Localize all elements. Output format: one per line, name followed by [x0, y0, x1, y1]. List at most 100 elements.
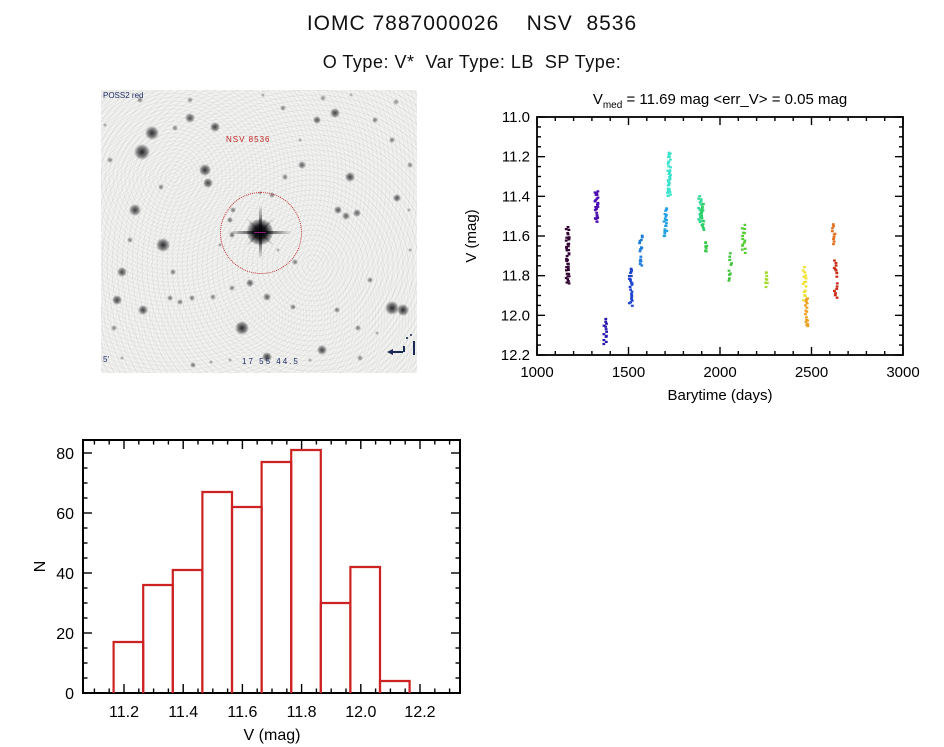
- data-point: [835, 272, 839, 275]
- x-tick-label: 11.6: [227, 704, 257, 721]
- data-point: [727, 279, 731, 282]
- data-point: [596, 190, 600, 193]
- data-point: [803, 295, 807, 298]
- star-blob: [308, 358, 312, 362]
- x-tick-label: 1000: [520, 364, 553, 381]
- data-point: [805, 318, 808, 321]
- data-point: [665, 213, 668, 217]
- data-point: [701, 205, 704, 208]
- data-point: [639, 260, 643, 263]
- star-blob: [170, 269, 176, 275]
- histogram-svg: 11.2 11.4 11.6 11.8 12.0 12.2 0 20 40 60 80 V (mag)…: [32, 439, 461, 744]
- x-tick-label: 1500: [612, 364, 645, 381]
- histogram-bar: [260, 460, 293, 693]
- axis-tick-labels: 11.2 11.4 11.6 11.8 12.0 12.2 0 20 40 60 80: [56, 446, 435, 721]
- compass-east-arrowhead: [387, 348, 393, 355]
- data-point: [595, 214, 599, 217]
- data-point: [602, 339, 606, 342]
- star-blob: [127, 237, 133, 243]
- data-point: [596, 203, 599, 206]
- data-point: [834, 264, 838, 267]
- data-point: [835, 287, 839, 290]
- data-point: [667, 153, 671, 156]
- data-point: [567, 237, 571, 240]
- data-point: [566, 233, 570, 236]
- observation-cluster: [830, 223, 837, 246]
- data-point: [630, 295, 634, 298]
- data-point: [567, 265, 570, 268]
- data-point: [668, 152, 672, 155]
- x-tick-label: 11.4: [168, 704, 198, 721]
- data-point: [594, 193, 598, 196]
- histogram-bar: [142, 583, 174, 693]
- star-blob: [187, 97, 193, 103]
- star-blob: [185, 113, 195, 123]
- star-blob: [290, 304, 296, 310]
- y-tick-label: 0: [65, 686, 74, 703]
- data-point: [805, 310, 809, 313]
- data-point: [639, 248, 642, 251]
- data-point: [663, 231, 667, 234]
- data-point: [630, 304, 634, 307]
- data-point: [667, 160, 670, 163]
- data-point: [595, 197, 599, 200]
- star-blob: [235, 321, 249, 335]
- data-point: [700, 208, 703, 212]
- x-axis-label: Barytime (days): [667, 387, 772, 404]
- x-tick-label: 2500: [795, 364, 828, 381]
- star-blob: [263, 293, 271, 301]
- data-point: [697, 218, 701, 221]
- data-point: [595, 211, 599, 214]
- data-point: [663, 217, 667, 220]
- data-point: [628, 275, 631, 278]
- star-blob: [367, 277, 373, 283]
- star-blob: [262, 352, 272, 362]
- data-point: [698, 195, 702, 198]
- data-point: [704, 247, 708, 250]
- data-point: [699, 203, 703, 206]
- star-blob: [228, 358, 232, 362]
- star-blob: [103, 123, 107, 127]
- data-point: [666, 191, 669, 194]
- data-point: [628, 277, 631, 280]
- y-tick-label: 12.2: [501, 347, 530, 364]
- data-point: [565, 247, 568, 250]
- observation-cluster: [699, 202, 706, 231]
- data-point: [804, 280, 808, 283]
- star-blob: [209, 360, 213, 364]
- data-point: [640, 234, 644, 237]
- data-point: [764, 281, 767, 284]
- y-tick-label: 80: [56, 446, 74, 463]
- data-point: [565, 259, 569, 263]
- star-blob: [298, 138, 302, 142]
- star-blob: [172, 125, 178, 131]
- data-point: [666, 189, 670, 192]
- data-point: [728, 273, 731, 276]
- star-blob: [199, 164, 211, 176]
- data-point: [832, 238, 835, 241]
- star-blob: [407, 208, 411, 212]
- observation-cluster: [564, 226, 571, 285]
- data-point: [835, 282, 839, 285]
- data-point: [565, 266, 568, 269]
- data-point: [728, 252, 732, 255]
- data-point: [764, 285, 768, 289]
- observation-cluster: [801, 266, 808, 302]
- data-point: [593, 191, 597, 194]
- star-blob: [330, 108, 340, 118]
- data-point: [805, 298, 808, 301]
- data-point: [662, 235, 666, 238]
- x-tick-label: 12.2: [404, 704, 435, 721]
- star-blob: [120, 356, 124, 360]
- star-blob: [298, 161, 306, 169]
- data-point: [665, 207, 668, 210]
- data-point: [593, 209, 597, 212]
- observation-cluster: [627, 267, 634, 307]
- star-blob: [282, 174, 288, 180]
- data-point: [834, 269, 838, 272]
- data-point: [567, 245, 570, 248]
- y-tick-label: 20: [56, 626, 74, 643]
- data-point: [727, 269, 731, 272]
- data-point: [804, 300, 808, 303]
- data-point: [765, 278, 769, 281]
